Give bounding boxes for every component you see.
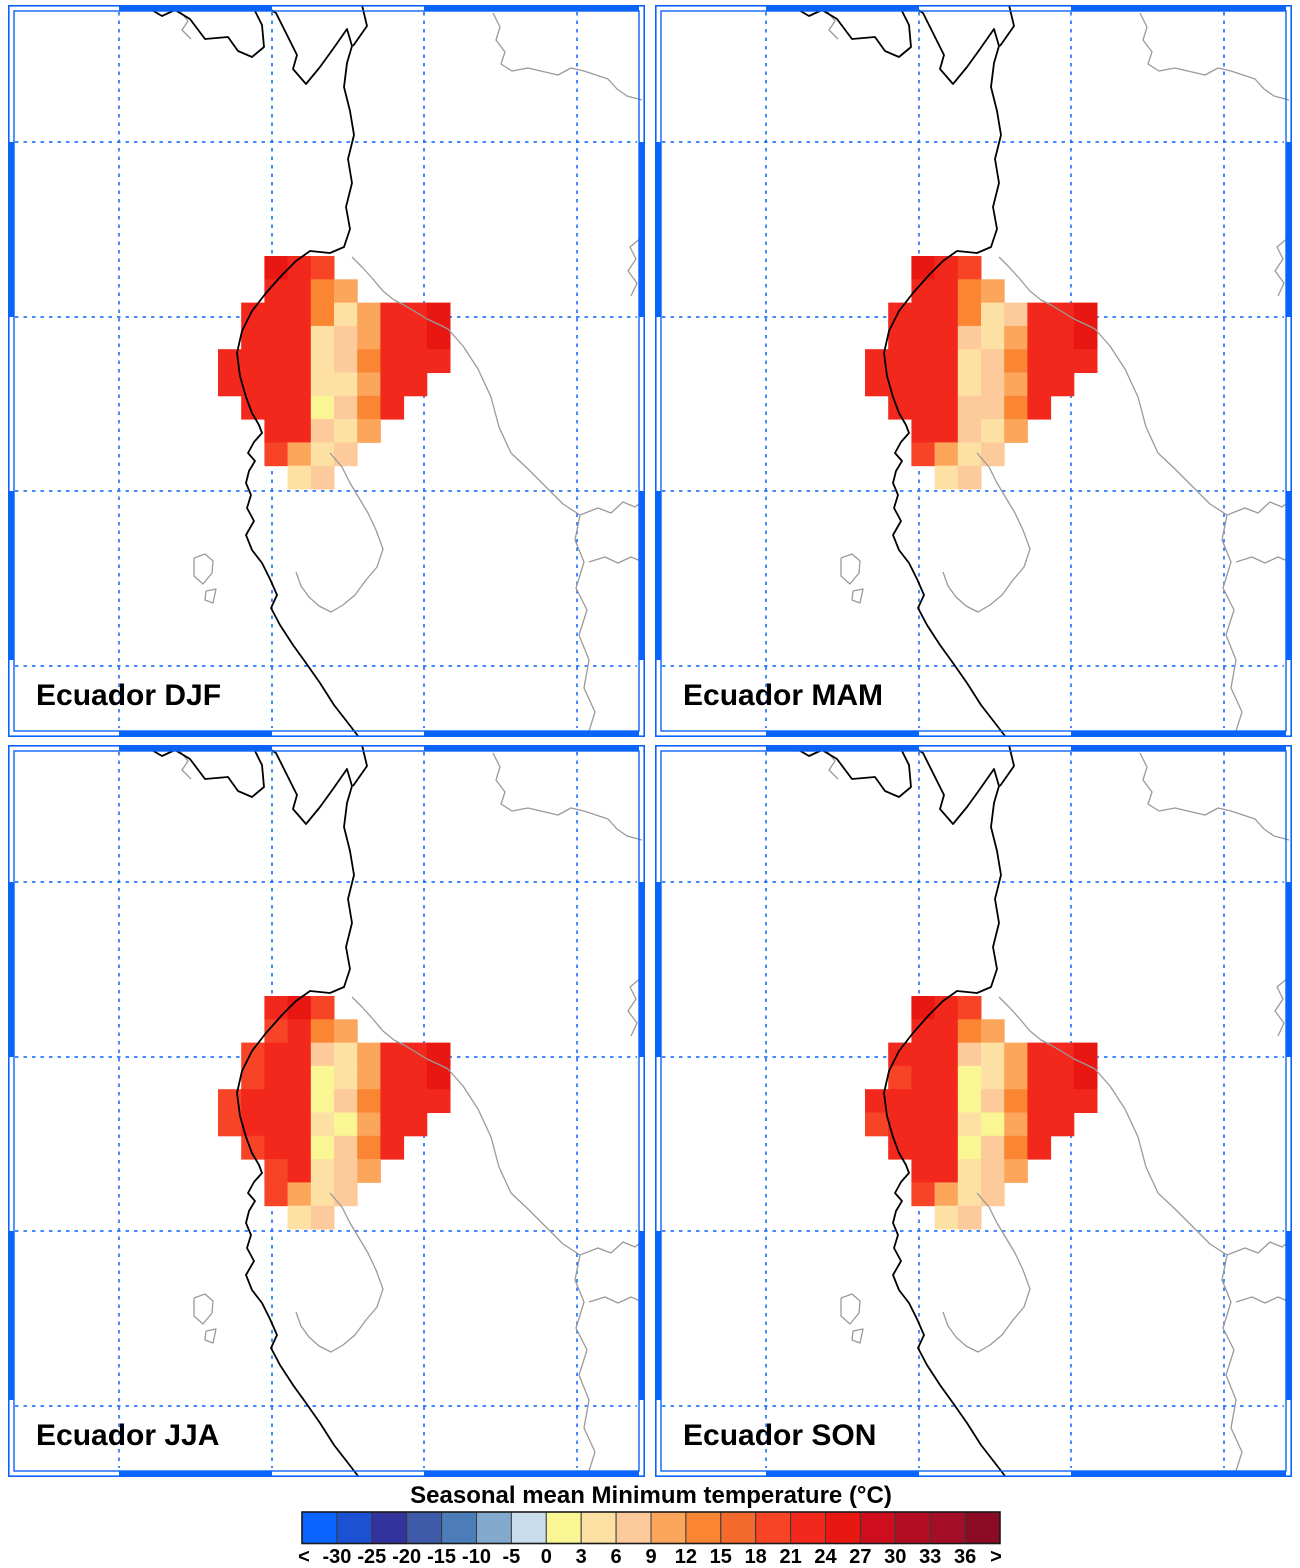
colorbar-tick: < bbox=[298, 1546, 310, 1568]
colorbar-tick: 6 bbox=[611, 1546, 622, 1568]
colorbar-tick: 33 bbox=[919, 1546, 941, 1568]
colorbar: Seasonal mean Minimum temperature (°C) <… bbox=[298, 1482, 1002, 1568]
map-panel-mam: Ecuador MAM bbox=[655, 5, 1292, 737]
colorbar-tick: 27 bbox=[849, 1546, 871, 1568]
colorbar-tick: -10 bbox=[462, 1546, 491, 1568]
colorbar-tick: -30 bbox=[322, 1546, 351, 1568]
colorbar-tick: 18 bbox=[745, 1546, 767, 1568]
colorbar-tick: 30 bbox=[884, 1546, 906, 1568]
colorbar-tick: 9 bbox=[645, 1546, 656, 1568]
map-layers bbox=[655, 5, 1292, 737]
colorbar-tick: 21 bbox=[779, 1546, 801, 1568]
map-layers bbox=[655, 745, 1292, 1477]
panel-label: Ecuador DJF bbox=[36, 679, 221, 712]
map-panel-jja: Ecuador JJA bbox=[8, 745, 645, 1477]
map-panel-son: Ecuador SON bbox=[655, 745, 1292, 1477]
colorbar-tick: -25 bbox=[357, 1546, 386, 1568]
map-layers bbox=[8, 5, 645, 737]
colorbar-tick: 24 bbox=[814, 1546, 837, 1568]
map-layers bbox=[8, 745, 645, 1477]
colorbar-tick: 36 bbox=[954, 1546, 976, 1568]
colorbar-tick: > bbox=[990, 1546, 1002, 1568]
colorbar-tick: 3 bbox=[576, 1546, 587, 1568]
colorbar-tick: 12 bbox=[675, 1546, 697, 1568]
colorbar-cells bbox=[301, 1511, 1001, 1545]
colorbar-tick: 15 bbox=[710, 1546, 732, 1568]
colorbar-tick: -20 bbox=[392, 1546, 421, 1568]
colorbar-tick: -15 bbox=[427, 1546, 456, 1568]
colorbar-tick-labels: < -30 -25 -20 -15 -10 -5 0 3 6 9 12 15 18 21 24 27 30 33 36… bbox=[298, 1546, 1002, 1568]
colorbar-tick: -5 bbox=[503, 1546, 521, 1568]
map-panel-djf: Ecuador DJF bbox=[8, 5, 645, 737]
panel-label: Ecuador SON bbox=[683, 1419, 876, 1452]
colorbar-tick: 0 bbox=[541, 1546, 552, 1568]
panel-label: Ecuador JJA bbox=[36, 1419, 219, 1452]
panel-label: Ecuador MAM bbox=[683, 679, 883, 712]
colorbar-title: Seasonal mean Minimum temperature (°C) bbox=[410, 1482, 892, 1509]
